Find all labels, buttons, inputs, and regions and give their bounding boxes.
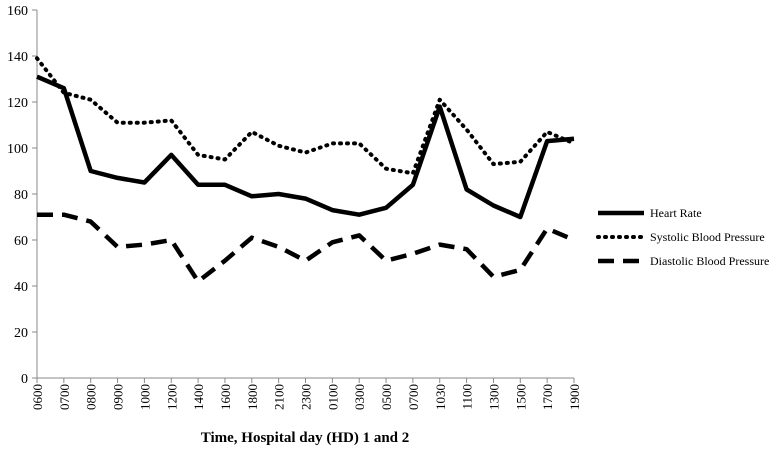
y-tick-label: 160 (7, 4, 28, 19)
y-tick-label: 60 (14, 234, 28, 249)
legend-label: Diastolic Blood Pressure (650, 254, 769, 268)
y-tick-label: 40 (14, 280, 28, 295)
series-lines (35, 56, 576, 284)
x-tick-label: 1030 (433, 384, 448, 410)
x-tick-label: 1500 (513, 384, 528, 410)
x-tick-label: 2100 (272, 384, 287, 410)
x-tick-label: 1000 (137, 384, 152, 410)
x-tick-label: 1300 (486, 384, 501, 410)
y-axis-ticks: 0 20 40 60 80 100 120 140 160 (7, 4, 37, 387)
legend: Heart Rate Systolic Blood Pressure Diastol… (596, 206, 769, 268)
x-tick-label: 1700 (540, 384, 555, 410)
y-tick-label: 100 (7, 142, 28, 157)
y-tick-label: 0 (21, 372, 28, 387)
series-line-heart-rate (36, 74, 575, 220)
x-tick-label: 0900 (111, 384, 126, 410)
x-tick-label: 1200 (164, 384, 179, 410)
x-tick-label: 0500 (379, 384, 394, 410)
x-tick-label: 0600 (30, 384, 45, 410)
x-tick-label: 2300 (299, 384, 314, 410)
legend-label: Heart Rate (650, 206, 702, 220)
x-tick-label: 0800 (84, 384, 99, 410)
series-line-diastolic-blood-pressure (37, 212, 575, 284)
series-line-systolic-blood-pressure (35, 56, 576, 176)
y-tick-label: 80 (14, 188, 28, 203)
x-tick-label: 1600 (218, 384, 233, 410)
x-tick-label: 0300 (352, 384, 367, 410)
x-tick-label: 1800 (245, 384, 260, 410)
x-axis-title: Time, Hospital day (HD) 1 and 2 (201, 430, 410, 446)
legend-label: Systolic Blood Pressure (650, 230, 765, 244)
y-tick-label: 20 (14, 326, 28, 341)
x-tick-label: 1900 (567, 384, 582, 410)
y-tick-label: 120 (7, 96, 28, 111)
x-tick-label: 0700 (406, 384, 421, 410)
x-tick-label: 1400 (191, 384, 206, 410)
x-tick-label: 0100 (325, 384, 340, 410)
y-tick-label: 140 (7, 50, 28, 65)
x-tick-label: 0700 (57, 384, 72, 410)
x-axis-ticks: 0600 0700 0800 0900 1000 1200 1400 1600 1800 2100… (30, 378, 582, 410)
x-tick-label: 1100 (460, 384, 475, 410)
